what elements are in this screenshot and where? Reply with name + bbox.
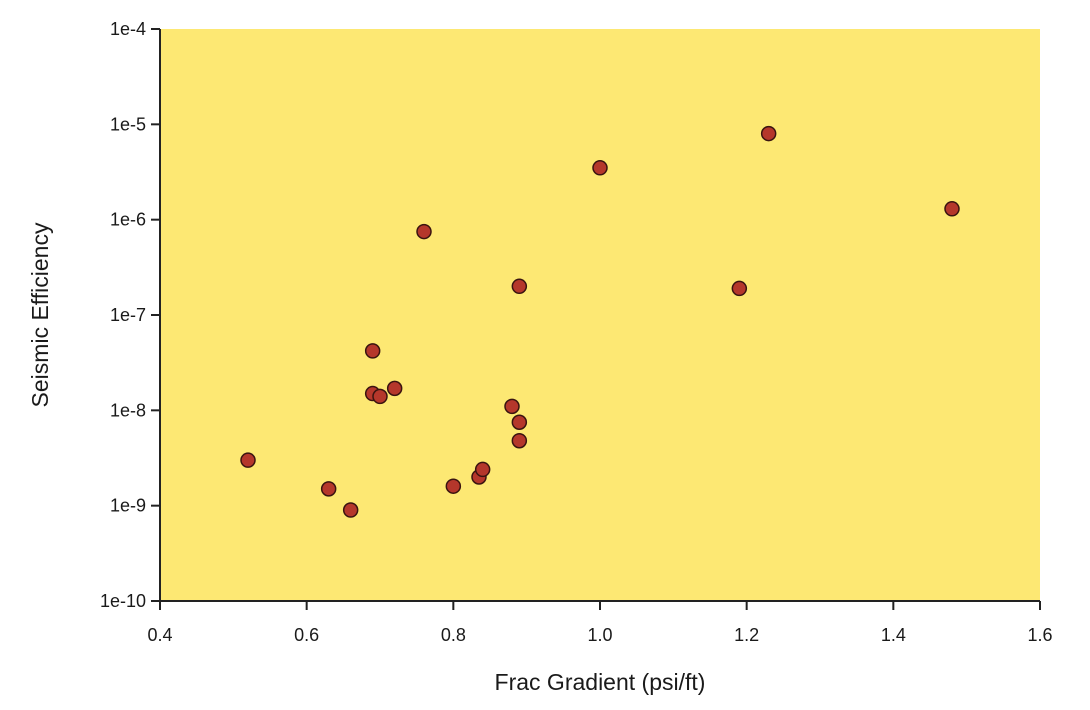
data-point [342,502,359,518]
x-tick-label: 0.6 [294,625,319,645]
y-tick-label: 1e-8 [110,400,146,420]
data-point [760,125,777,142]
y-tick-label: 1e-9 [110,496,146,516]
y-axis-title: Seismic Efficiency [27,222,53,407]
data-point [944,201,960,217]
y-tick-label: 1e-7 [110,305,146,325]
y-tick-label: 1e-10 [100,591,146,611]
plot-area [160,29,1040,601]
data-point [731,280,748,297]
data-point [364,343,381,359]
x-tick-label: 1.4 [881,625,906,645]
data-point [372,388,388,405]
data-point [416,223,432,240]
data-point [474,461,491,478]
y-tick-label: 1e-4 [110,19,146,39]
data-point [511,414,528,430]
x-axis-title: Frac Gradient (psi/ft) [495,669,706,695]
x-tick-label: 1.2 [734,625,759,645]
data-point [592,160,608,176]
x-axis-ticks: 0.4 0.6 0.8 1.0 1.2 1.4 1.6 [147,601,1053,645]
data-point [504,398,520,415]
x-tick-label: 0.8 [441,625,466,645]
data-point [511,432,528,449]
y-tick-label: 1e-6 [110,210,146,230]
x-tick-label: 1.0 [587,625,612,645]
x-tick-label: 1.6 [1027,625,1052,645]
y-axis-ticks: 1e-4 1e-5 1e-6 1e-7 1e-8 1e-9 1e-10 [100,19,160,611]
data-points [240,125,960,518]
data-point [445,478,462,494]
x-tick-label: 0.4 [147,625,172,645]
data-point [511,278,528,295]
y-tick-label: 1e-5 [110,114,146,134]
data-point [240,452,256,468]
data-point [320,481,337,497]
data-point [386,380,403,397]
